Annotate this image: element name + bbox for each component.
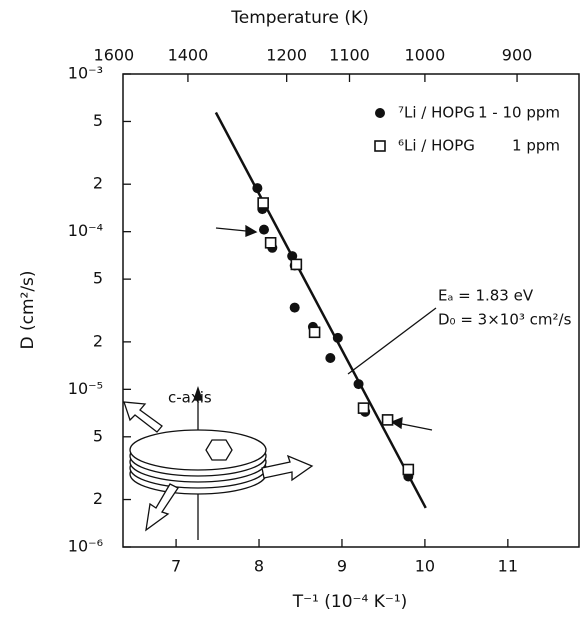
y-tick-label: 5 (93, 111, 103, 130)
square-point (290, 258, 303, 271)
y-tick-label: 2 (93, 489, 103, 508)
y-tick-label: 5 (93, 269, 103, 288)
plot-frame (122, 73, 580, 548)
circle-point (287, 251, 298, 262)
y-tick-label: 2 (93, 174, 103, 193)
legend-note: 1 ppm (512, 137, 560, 155)
circle-point (325, 353, 336, 364)
fit-line (214, 111, 427, 509)
x-tick-label: 7 (171, 557, 181, 576)
circle-point (332, 332, 343, 343)
top-tick-label: 1000 (405, 46, 446, 65)
diagram (123, 224, 437, 540)
circle-point (252, 183, 263, 194)
square-point (381, 414, 394, 426)
y-tick-label: 10⁻³ (68, 64, 103, 83)
annotation: c-axis (168, 389, 212, 407)
square-point (402, 463, 415, 476)
legend-label: ⁶Li / HOPG (398, 137, 475, 155)
x-tick-label: 10 (415, 557, 435, 576)
x-tick-label: 9 (337, 557, 347, 576)
top-tick-label: 1100 (329, 46, 370, 65)
square-point (264, 236, 277, 249)
y-tick-label: 2 (93, 331, 103, 350)
legend-label: ⁷Li / HOPG (398, 104, 475, 122)
top-tick-label: 1200 (266, 46, 307, 65)
x-tick-label: 8 (254, 557, 264, 576)
square-point (357, 402, 370, 414)
square-point (257, 197, 269, 209)
annotation: Eₐ = 1.83 eV (438, 287, 534, 305)
square-point (308, 326, 321, 339)
circle-point (289, 302, 300, 313)
y-axis-title: D (cm²/s) (18, 270, 38, 349)
y-tick-label: 5 (93, 426, 103, 445)
top-tick-label: 1600 (94, 46, 135, 65)
annotation: D₀ = 3×10³ cm²/s (438, 311, 572, 329)
legend-marker (375, 108, 385, 118)
circle-point (258, 224, 269, 235)
x-axis-title: T⁻¹ (10⁻⁴ K⁻¹) (292, 592, 408, 612)
legend-marker (374, 140, 386, 152)
circle-point (353, 379, 364, 390)
x-tick-label: 11 (498, 557, 518, 576)
top-tick-label: 1400 (168, 46, 209, 65)
y-tick-label: 10⁻⁵ (68, 379, 103, 398)
y-tick-label: 10⁻⁶ (68, 537, 103, 556)
top-axis-title: Temperature (K) (230, 8, 369, 28)
top-tick-label: 900 (502, 46, 533, 65)
y-tick-label: 10⁻⁴ (68, 221, 103, 240)
legend-note: 1 - 10 ppm (478, 104, 560, 122)
